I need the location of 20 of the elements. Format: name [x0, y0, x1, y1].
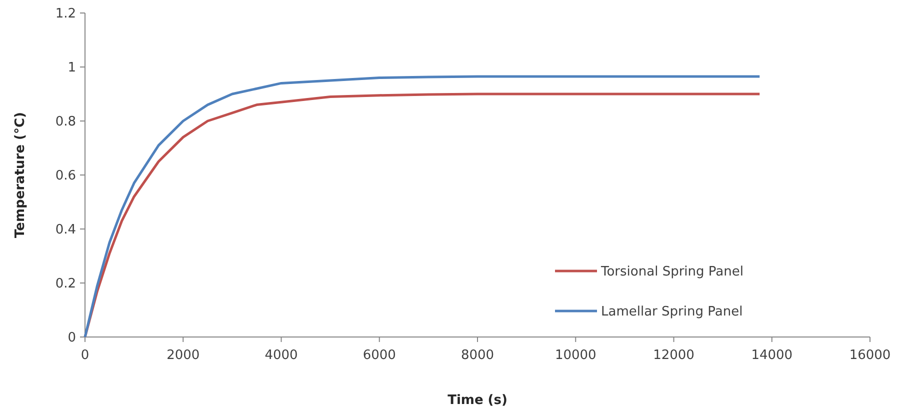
x-tick-label: 6000 — [362, 348, 396, 363]
x-tick-label: 0 — [80, 348, 90, 363]
x-axis-title: Time (s) — [448, 393, 508, 408]
x-tick-label: 14000 — [751, 348, 793, 363]
y-tick-label: 0.2 — [55, 276, 76, 292]
y-tick-label: 0.8 — [55, 114, 76, 130]
y-axis-title: Temperature (°C) — [13, 112, 28, 238]
y-tick-label: 0.6 — [55, 168, 76, 184]
legend-label: Torsional Spring Panel — [600, 264, 744, 280]
x-tick-label: 4000 — [264, 348, 298, 363]
y-tick-label: 0 — [68, 330, 76, 346]
x-tick-label: 16000 — [849, 348, 891, 363]
x-tick-label: 8000 — [460, 348, 494, 363]
x-tick-label: 12000 — [653, 348, 694, 363]
y-tick-label: 0.4 — [55, 222, 76, 238]
y-tick-label: 1 — [68, 60, 76, 76]
x-tick-label: 2000 — [166, 348, 200, 363]
y-tick-label: 1.2 — [55, 6, 76, 22]
legend-label: Lamellar Spring Panel — [601, 304, 743, 320]
x-tick-label: 10000 — [554, 348, 596, 363]
